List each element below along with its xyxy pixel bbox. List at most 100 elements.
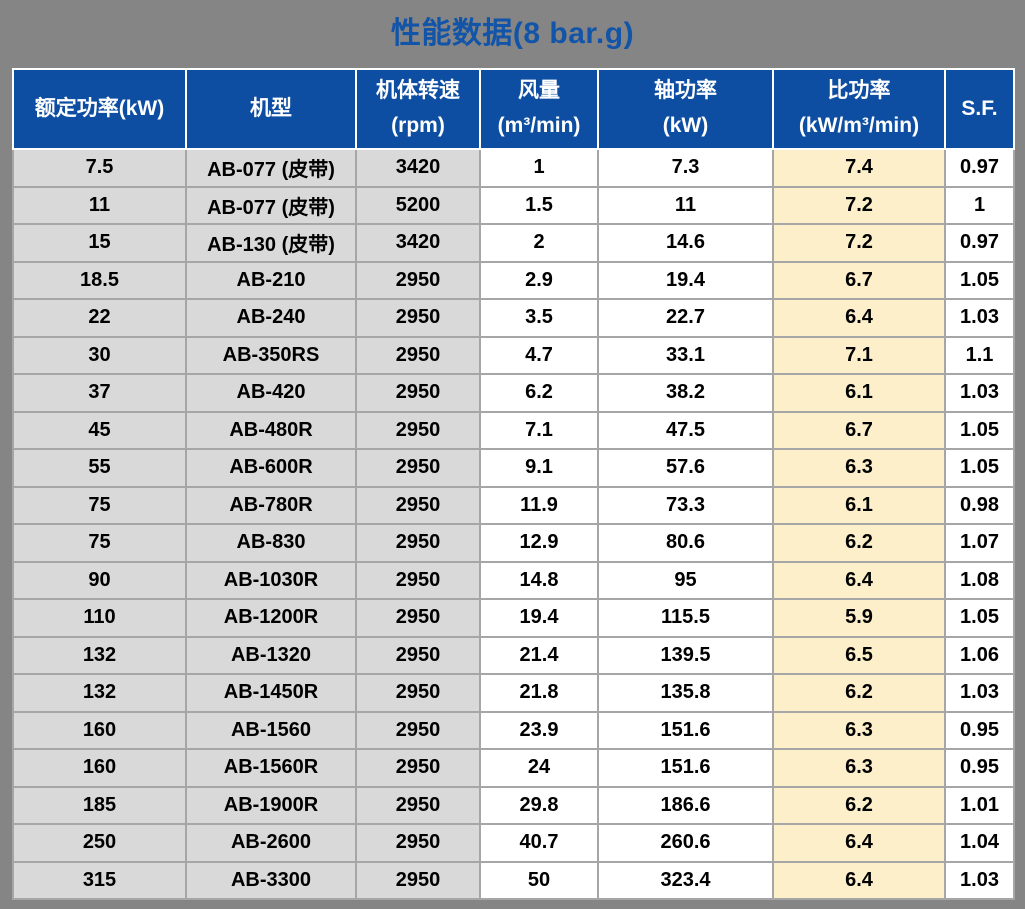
cell-shaft-power: 139.5 xyxy=(597,635,774,675)
column-header-rated-power: 额定功率(kW) xyxy=(12,68,187,150)
cell-model: AB-780R xyxy=(185,485,357,525)
cell-specific-power: 6.3 xyxy=(772,748,946,788)
cell-air-flow: 24 xyxy=(479,748,599,788)
cell-model: AB-1560R xyxy=(185,748,357,788)
cell-rated-power: 90 xyxy=(12,560,187,600)
cell-specific-power: 6.4 xyxy=(772,560,946,600)
table-row: 30 AB-350RS 2950 4.7 33.1 7.1 1.1 xyxy=(12,335,1015,375)
cell-model: AB-1320 xyxy=(185,635,357,675)
column-header-label: 风量 xyxy=(518,79,560,103)
cell-rated-power: 315 xyxy=(12,860,187,900)
cell-service-factor: 1.04 xyxy=(944,823,1015,863)
cell-shaft-power: 186.6 xyxy=(597,785,774,825)
cell-service-factor: 1.03 xyxy=(944,298,1015,338)
cell-body-speed: 2950 xyxy=(355,598,481,638)
cell-service-factor: 1.05 xyxy=(944,448,1015,488)
cell-body-speed: 5200 xyxy=(355,185,481,225)
column-header-service-factor: S.F. xyxy=(944,68,1015,150)
cell-rated-power: 22 xyxy=(12,298,187,338)
cell-shaft-power: 260.6 xyxy=(597,823,774,863)
table-row: 75 AB-830 2950 12.9 80.6 6.2 1.07 xyxy=(12,523,1015,563)
cell-body-speed: 2950 xyxy=(355,410,481,450)
cell-rated-power: 75 xyxy=(12,523,187,563)
cell-model: AB-1560 xyxy=(185,710,357,750)
column-header-shaft-power: 轴功率 (kW) xyxy=(597,68,774,150)
column-header-label: 机体转速 xyxy=(376,79,460,103)
cell-body-speed: 2950 xyxy=(355,673,481,713)
table-row: 11 AB-077 (皮带) 5200 1.5 11 7.2 1 xyxy=(12,185,1015,225)
cell-service-factor: 0.98 xyxy=(944,485,1015,525)
cell-shaft-power: 135.8 xyxy=(597,673,774,713)
table-row: 250 AB-2600 2950 40.7 260.6 6.4 1.04 xyxy=(12,823,1015,863)
cell-model: AB-1450R xyxy=(185,673,357,713)
cell-model: AB-240 xyxy=(185,298,357,338)
cell-service-factor: 0.97 xyxy=(944,223,1015,263)
cell-model: AB-830 xyxy=(185,523,357,563)
table-row: 90 AB-1030R 2950 14.8 95 6.4 1.08 xyxy=(12,560,1015,600)
cell-service-factor: 1.03 xyxy=(944,673,1015,713)
table-row: 315 AB-3300 2950 50 323.4 6.4 1.03 xyxy=(12,860,1015,900)
column-header-body-speed: 机体转速 (rpm) xyxy=(355,68,481,150)
cell-specific-power: 6.1 xyxy=(772,485,946,525)
cell-air-flow: 4.7 xyxy=(479,335,599,375)
table-row: 75 AB-780R 2950 11.9 73.3 6.1 0.98 xyxy=(12,485,1015,525)
cell-air-flow: 9.1 xyxy=(479,448,599,488)
cell-service-factor: 1.1 xyxy=(944,335,1015,375)
cell-shaft-power: 38.2 xyxy=(597,373,774,413)
cell-air-flow: 14.8 xyxy=(479,560,599,600)
cell-shaft-power: 47.5 xyxy=(597,410,774,450)
cell-body-speed: 3420 xyxy=(355,148,481,188)
table-body: 7.5 AB-077 (皮带) 3420 1 7.3 7.4 0.97 11 AB-077 (皮… xyxy=(12,148,1015,900)
cell-body-speed: 2950 xyxy=(355,260,481,300)
cell-rated-power: 55 xyxy=(12,448,187,488)
cell-shaft-power: 22.7 xyxy=(597,298,774,338)
cell-rated-power: 15 xyxy=(12,223,187,263)
cell-body-speed: 2950 xyxy=(355,635,481,675)
cell-specific-power: 7.2 xyxy=(772,185,946,225)
table-row: 160 AB-1560 2950 23.9 151.6 6.3 0.95 xyxy=(12,710,1015,750)
cell-shaft-power: 151.6 xyxy=(597,748,774,788)
column-header-label: S.F. xyxy=(961,96,998,120)
column-header-unit: (kW) xyxy=(662,114,709,137)
cell-air-flow: 2 xyxy=(479,223,599,263)
cell-shaft-power: 11 xyxy=(597,185,774,225)
cell-service-factor: 0.97 xyxy=(944,148,1015,188)
cell-shaft-power: 33.1 xyxy=(597,335,774,375)
column-header-unit: (m³/min) xyxy=(497,114,581,137)
table-row: 45 AB-480R 2950 7.1 47.5 6.7 1.05 xyxy=(12,410,1015,450)
cell-model: AB-600R xyxy=(185,448,357,488)
cell-specific-power: 7.4 xyxy=(772,148,946,188)
table-row: 55 AB-600R 2950 9.1 57.6 6.3 1.05 xyxy=(12,448,1015,488)
cell-body-speed: 2950 xyxy=(355,710,481,750)
cell-service-factor: 0.95 xyxy=(944,710,1015,750)
cell-specific-power: 7.1 xyxy=(772,335,946,375)
cell-air-flow: 50 xyxy=(479,860,599,900)
cell-service-factor: 1.07 xyxy=(944,523,1015,563)
table-header: 额定功率(kW) 机型 机体转速 (rpm) 风量 (m³/min) 轴功率 (kW) 比功率 (… xyxy=(12,68,1015,150)
cell-air-flow: 11.9 xyxy=(479,485,599,525)
cell-air-flow: 40.7 xyxy=(479,823,599,863)
cell-air-flow: 2.9 xyxy=(479,260,599,300)
cell-air-flow: 7.1 xyxy=(479,410,599,450)
performance-table: 额定功率(kW) 机型 机体转速 (rpm) 风量 (m³/min) 轴功率 (kW) 比功率 (… xyxy=(12,68,1015,900)
cell-rated-power: 132 xyxy=(12,673,187,713)
cell-specific-power: 6.4 xyxy=(772,823,946,863)
cell-service-factor: 0.95 xyxy=(944,748,1015,788)
cell-rated-power: 75 xyxy=(12,485,187,525)
cell-shaft-power: 7.3 xyxy=(597,148,774,188)
cell-service-factor: 1.05 xyxy=(944,260,1015,300)
cell-air-flow: 6.2 xyxy=(479,373,599,413)
cell-rated-power: 185 xyxy=(12,785,187,825)
cell-shaft-power: 73.3 xyxy=(597,485,774,525)
cell-specific-power: 6.4 xyxy=(772,298,946,338)
cell-body-speed: 2950 xyxy=(355,298,481,338)
cell-service-factor: 1.03 xyxy=(944,373,1015,413)
cell-air-flow: 21.4 xyxy=(479,635,599,675)
cell-air-flow: 1 xyxy=(479,148,599,188)
table-row: 132 AB-1320 2950 21.4 139.5 6.5 1.06 xyxy=(12,635,1015,675)
cell-model: AB-480R xyxy=(185,410,357,450)
cell-body-speed: 2950 xyxy=(355,823,481,863)
cell-air-flow: 1.5 xyxy=(479,185,599,225)
header-row: 额定功率(kW) 机型 机体转速 (rpm) 风量 (m³/min) 轴功率 (kW) 比功率 (… xyxy=(12,68,1015,150)
column-header-model: 机型 xyxy=(185,68,357,150)
